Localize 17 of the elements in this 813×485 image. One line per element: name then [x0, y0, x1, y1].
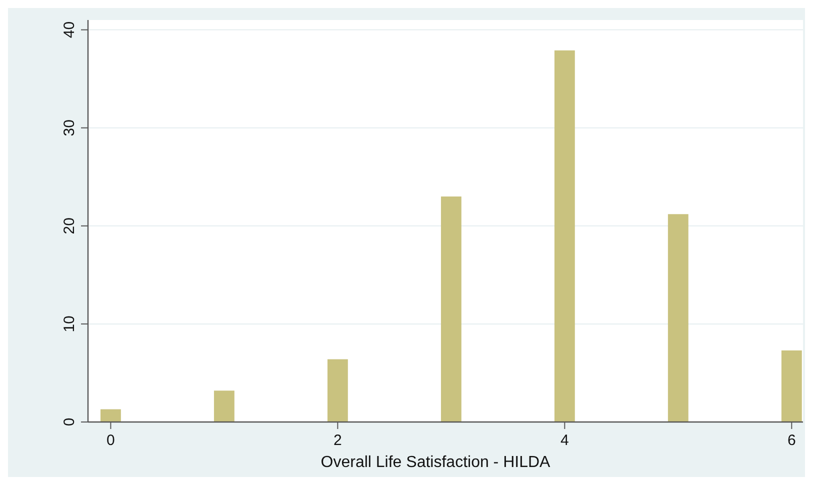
- bar: [668, 214, 688, 422]
- bar: [440, 196, 462, 422]
- x-tick-label: 6: [787, 432, 796, 449]
- y-tick-label: 30: [61, 120, 78, 136]
- bar: [214, 390, 234, 422]
- bar: [554, 50, 575, 422]
- bar: [327, 359, 348, 422]
- bar: [781, 350, 802, 422]
- y-tick-label: 10: [61, 316, 78, 332]
- bar: [100, 409, 121, 422]
- x-tick-label: 4: [560, 432, 569, 449]
- x-axis-title: Overall Life Satisfaction - HILDA: [320, 454, 551, 471]
- x-tick-label: 2: [334, 432, 342, 449]
- x-tick-label: 0: [106, 432, 115, 449]
- y-tick-label: 0: [61, 418, 78, 426]
- y-tick-label: 20: [61, 218, 78, 234]
- y-tick-label: 40: [61, 21, 78, 38]
